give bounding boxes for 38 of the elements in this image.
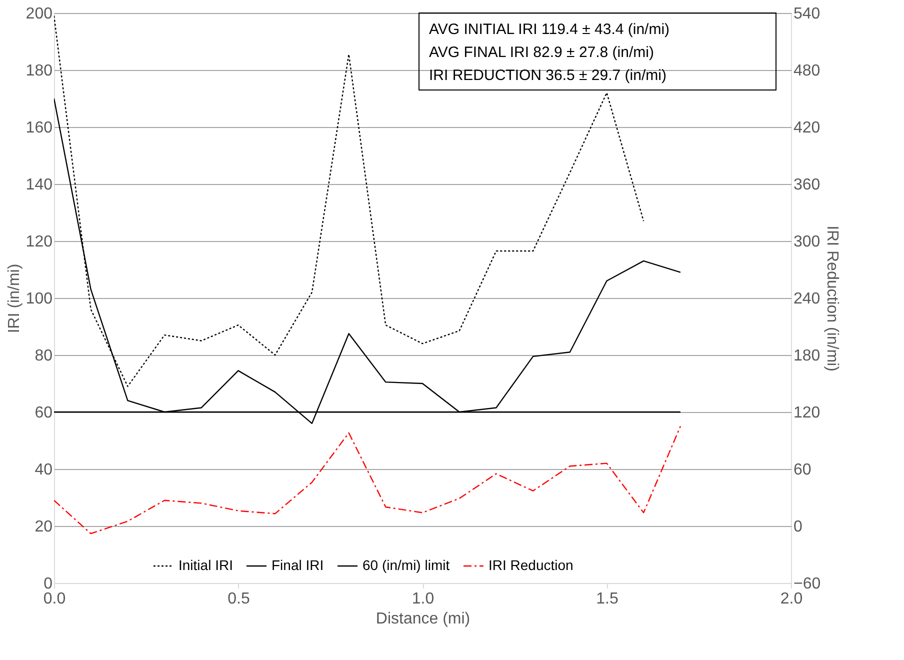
- x-tick-label: 1.0: [412, 590, 434, 608]
- y-axis-title: IRI (in/mi): [6, 264, 23, 334]
- y-tick-label: 60: [34, 404, 53, 422]
- legend-label: Initial IRI: [178, 557, 233, 573]
- y-tick-label: 100: [26, 290, 53, 308]
- x-axis-title: Distance (mi): [376, 610, 470, 628]
- y2-tick-label: 180: [794, 348, 820, 364]
- line-series: [54, 426, 682, 534]
- y2-tick-label: 60: [794, 462, 812, 478]
- annotation: IRI REDUCTION 36.5 ± 29.7 (in/mi): [429, 67, 666, 84]
- annotation: AVG INITIAL IRI 119.4 ± 43.4 (in/mi): [429, 21, 670, 38]
- x-tick-label: 0.0: [43, 590, 66, 608]
- y2-tick-label: 120: [794, 404, 820, 422]
- y-tick-label: 40: [34, 462, 53, 478]
- y-tick-label: 120: [26, 234, 53, 250]
- legend-label: 60 (in/mi) limit: [362, 557, 450, 573]
- x-tick-label: 0.5: [228, 590, 250, 608]
- y-tick-label: 80: [34, 348, 53, 364]
- y2-tick-label: 300: [794, 234, 820, 250]
- y2-tick-label: 360: [794, 176, 820, 194]
- legend-label: IRI Reduction: [488, 557, 574, 573]
- legend-label: Final IRI: [272, 557, 324, 573]
- annotation: AVG FINAL IRI 82.9 ± 27.8 (in/mi): [429, 44, 654, 61]
- y-tick-label: 20: [34, 518, 53, 536]
- x-tick-label: 1.5: [596, 590, 618, 608]
- x-tick-label: 2.0: [780, 590, 803, 608]
- y-tick-label: 200: [26, 6, 53, 22]
- y-tick-label: 180: [26, 62, 53, 80]
- y2-tick-label: 480: [794, 62, 820, 80]
- y2-tick-label: 240: [794, 290, 820, 308]
- y-tick-label: 160: [26, 120, 53, 136]
- y2-tick-label: 420: [794, 120, 820, 136]
- y2-tick-label: 540: [794, 6, 820, 22]
- y-tick-label: 140: [26, 176, 53, 194]
- y2-tick-label: −60: [794, 576, 821, 592]
- y-tick-label: 0: [44, 576, 53, 592]
- y2-axis-title: IRI Reduction (in/mi): [824, 226, 841, 372]
- y2-tick-label: 0: [794, 518, 802, 536]
